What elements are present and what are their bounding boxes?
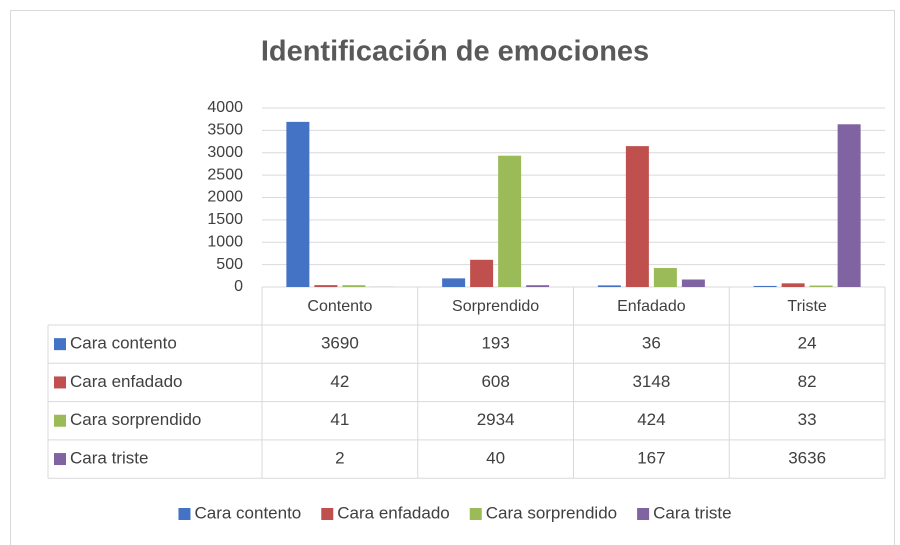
table-row-label: Cara triste	[70, 449, 148, 468]
legend-key	[178, 508, 191, 520]
bar	[342, 285, 366, 287]
legend-label: Cara sorprendido	[486, 503, 617, 522]
bar	[781, 283, 805, 287]
bar	[498, 155, 522, 287]
table-cell: 82	[798, 372, 817, 391]
bar	[470, 259, 494, 287]
y-tick-label: 0	[234, 278, 243, 295]
bar	[597, 285, 621, 287]
y-tick-label: 2500	[207, 166, 243, 183]
table-row-label: Cara enfadado	[70, 372, 182, 391]
legend-label: Cara contento	[194, 503, 301, 522]
x-tick-label: Enfadado	[617, 298, 686, 315]
legend-key	[321, 508, 334, 520]
legend-key	[54, 453, 66, 466]
table-cell: 424	[637, 410, 665, 429]
bar	[442, 278, 466, 287]
table-cell: 608	[481, 372, 509, 391]
table-cell: 167	[637, 449, 665, 468]
table-cell: 33	[798, 410, 817, 429]
x-tick-label: Sorprendido	[452, 298, 539, 315]
bar	[753, 285, 777, 287]
table-cell: 24	[798, 334, 817, 353]
bar	[837, 124, 861, 287]
bar	[653, 268, 677, 287]
table-row-label: Cara contento	[70, 334, 177, 353]
legend-label: Cara enfadado	[337, 503, 449, 522]
chart-border	[10, 10, 895, 545]
bar	[286, 121, 310, 287]
table-cell: 41	[330, 410, 349, 429]
legend-key	[54, 338, 66, 351]
legend-key	[54, 414, 66, 427]
chart-title: Identificación de emociones	[261, 36, 649, 68]
x-tick-label: Contento	[307, 298, 372, 315]
bar	[314, 285, 338, 287]
y-tick-label: 3000	[207, 144, 243, 161]
x-tick-label: Triste	[787, 298, 827, 315]
y-tick-label: 3500	[207, 122, 243, 139]
table-cell: 40	[486, 449, 505, 468]
bar	[809, 285, 833, 287]
legend-label: Cara triste	[653, 503, 731, 522]
legend-key	[469, 508, 482, 520]
table-cell: 2	[335, 449, 344, 468]
y-tick-label: 2000	[207, 189, 243, 206]
table-cell: 42	[330, 372, 349, 391]
y-tick-label: 1500	[207, 211, 243, 228]
table-cell: 193	[481, 334, 509, 353]
bar	[625, 146, 649, 287]
legend-key	[637, 508, 650, 520]
table-cell: 2934	[477, 410, 515, 429]
legend-key	[54, 376, 66, 389]
y-tick-label: 1000	[207, 233, 243, 250]
y-tick-label: 500	[216, 256, 243, 273]
table-cell: 3690	[321, 334, 359, 353]
bar	[526, 285, 550, 287]
table-cell: 36	[642, 334, 661, 353]
bar	[681, 279, 705, 287]
y-tick-label: 4000	[207, 99, 243, 116]
table-cell: 3636	[788, 449, 826, 468]
table-cell: 3148	[632, 372, 670, 391]
table-row-label: Cara sorprendido	[70, 410, 201, 429]
